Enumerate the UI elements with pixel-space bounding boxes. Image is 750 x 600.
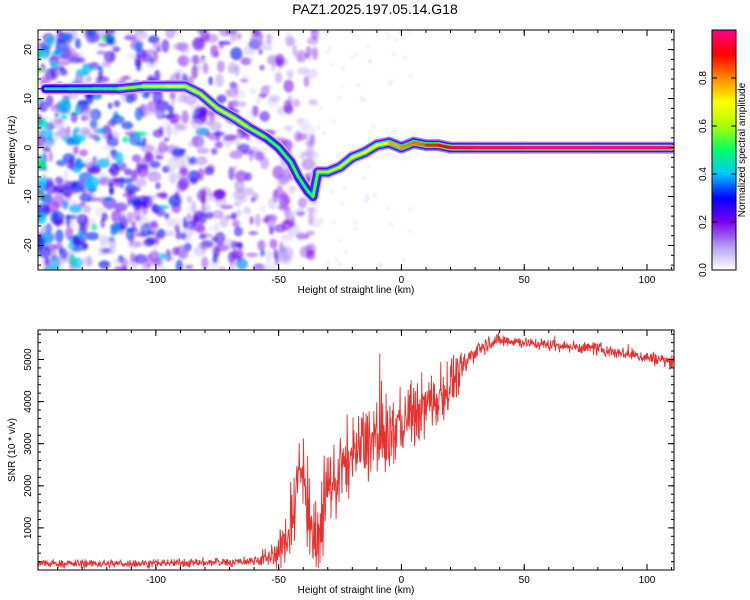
colorbar-tick-label: 0.4 — [698, 167, 709, 181]
x-tick-label: -50 — [271, 275, 286, 286]
snr-y-ticks: 1000 2000 3000 4000 5000 — [23, 333, 674, 563]
x-tick-label: 0 — [399, 575, 405, 586]
x-tick-label: -50 — [271, 575, 286, 586]
snr-series-line — [38, 332, 674, 570]
x-tick-label: 50 — [519, 275, 531, 286]
y-tick-label: 5000 — [23, 348, 34, 371]
snr-frame — [37, 329, 675, 571]
colorbar-tick-label: 0.8 — [698, 71, 709, 85]
colorbar-ticks: 0.0 0.2 0.4 0.6 0.8 — [698, 71, 736, 277]
spectrogram-frame — [37, 29, 675, 271]
spectrogram-ridge — [39, 80, 674, 203]
colorbar-label: Normalized spectral amplitude — [737, 82, 748, 217]
spectrogram-x-ticks: -100 -50 0 50 100 — [57, 30, 673, 286]
colorbar-tick-label: 0.6 — [698, 119, 709, 133]
snr-x-label: Height of straight line (km) — [298, 585, 415, 596]
y-tick-label: 4000 — [23, 390, 34, 413]
colorbar-tick-label: 0.2 — [698, 215, 709, 229]
y-tick-label: 10 — [23, 93, 34, 105]
y-tick-label: -10 — [23, 189, 34, 204]
spectrogram-y-ticks: -20 -10 0 10 20 — [23, 29, 674, 266]
y-tick-label: 20 — [23, 44, 34, 56]
colorbar: 0.0 0.2 0.4 0.6 0.8 Normalized spectral ampl… — [698, 29, 748, 277]
y-tick-label: -20 — [23, 238, 34, 253]
y-tick-label: 0 — [23, 144, 34, 150]
x-tick-label: 100 — [639, 275, 656, 286]
y-tick-label: 1000 — [23, 516, 34, 539]
x-tick-label: -100 — [146, 575, 166, 586]
snr-y-label: SNR (10 * v/v) — [7, 418, 18, 482]
colorbar-scale — [711, 29, 737, 271]
x-tick-label: 50 — [519, 575, 531, 586]
x-tick-label: -100 — [146, 275, 166, 286]
spectrogram-y-label: Frequency (Hz) — [7, 116, 18, 185]
y-tick-label: 3000 — [23, 432, 34, 455]
y-tick-label: 2000 — [23, 474, 34, 497]
snr-x-ticks: -100 -50 0 50 100 — [57, 330, 673, 586]
snr-panel: -100 -50 0 50 100 1000 2000 3000 4000 5000 Heigh… — [7, 329, 675, 596]
x-tick-label: 100 — [639, 575, 656, 586]
spectrogram-x-label: Height of straight line (km) — [298, 285, 415, 296]
colorbar-tick-label: 0.0 — [698, 263, 709, 277]
x-tick-label: 0 — [399, 275, 405, 286]
chart-title: PAZ1.2025.197.05.14.G18 — [292, 1, 458, 17]
